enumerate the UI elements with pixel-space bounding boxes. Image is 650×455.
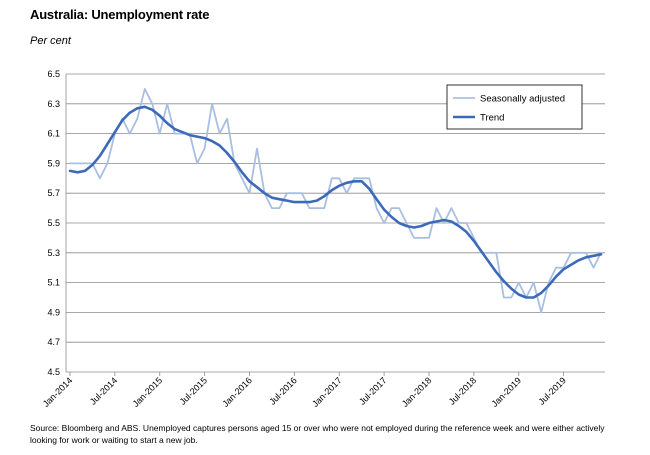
y-axis-ticks: 4.5 4.7 4.9 5.1 5.3 5.5 5.7 5.9 6.1 6.3 6.5 bbox=[47, 69, 60, 377]
x-tick-label: Jul-2018 bbox=[447, 375, 478, 406]
source-note: Source: Bloomberg and ABS. Unemployed ca… bbox=[30, 423, 605, 445]
y-tick-label: 6.5 bbox=[47, 69, 60, 79]
x-tick-label: Jul-2016 bbox=[267, 375, 298, 406]
y-tick-label: 5.9 bbox=[47, 158, 60, 168]
series-lines bbox=[68, 88, 603, 314]
y-tick-label: 6.1 bbox=[47, 129, 60, 139]
y-tick-label: 6.3 bbox=[47, 99, 60, 109]
x-tick-label: Jul-2015 bbox=[178, 375, 209, 406]
x-tick-label: Jul-2014 bbox=[88, 375, 119, 406]
y-tick-label: 4.9 bbox=[47, 307, 60, 317]
y-tick-label: 4.7 bbox=[47, 337, 60, 347]
y-tick-label: 5.1 bbox=[47, 278, 60, 288]
y-tick-label: 5.3 bbox=[47, 248, 60, 258]
legend-label: Trend bbox=[480, 113, 504, 124]
x-tick-label: Jan-2018 bbox=[400, 375, 434, 409]
x-axis-ticks: Jan-2014 Jul-2014 Jan-2015 Jul-2015 Jan-2016… bbox=[41, 372, 568, 409]
x-tick-label: Jul-2019 bbox=[537, 375, 568, 406]
y-tick-label: 4.5 bbox=[47, 367, 60, 377]
y-tick-label: 5.5 bbox=[47, 218, 60, 228]
axes bbox=[65, 74, 605, 373]
x-tick-label: Jul-2017 bbox=[357, 375, 388, 406]
x-tick-label: Jan-2019 bbox=[490, 375, 524, 409]
legend-box bbox=[446, 84, 583, 130]
x-tick-label: Jan-2017 bbox=[310, 375, 344, 409]
series-line-seasonally-adjusted bbox=[69, 88, 602, 314]
chart-title: Australia: Unemployment rate bbox=[30, 7, 210, 22]
y-axis-unit-label: Per cent bbox=[30, 35, 71, 47]
y-tick-label: 5.7 bbox=[47, 188, 60, 198]
legend-label: Seasonally adjusted bbox=[480, 94, 565, 105]
series-line-trend bbox=[68, 105, 603, 299]
x-tick-label: Jan-2014 bbox=[41, 375, 75, 409]
x-tick-label: Jan-2016 bbox=[220, 375, 254, 409]
x-tick-label: Jan-2015 bbox=[131, 375, 165, 409]
legend: Seasonally adjusted Trend bbox=[446, 84, 583, 130]
gridlines bbox=[66, 73, 605, 343]
